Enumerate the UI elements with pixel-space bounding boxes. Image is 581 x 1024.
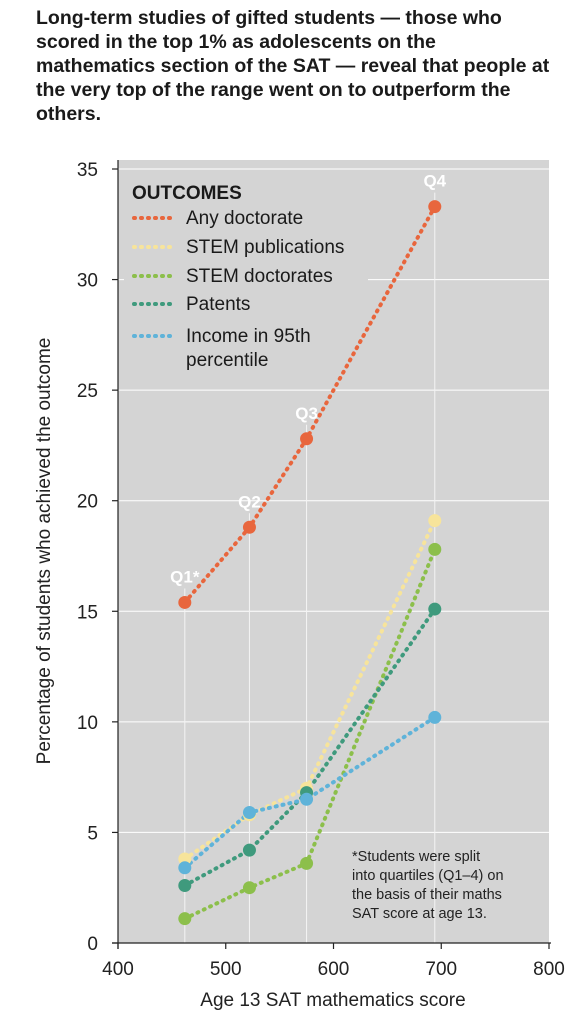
data-point-3-0 [178,879,192,893]
legend-label: STEM doctorates [186,266,333,287]
quartile-label: Q3 [295,404,318,423]
x-tick-label: 500 [210,959,242,980]
quartile-labels: Q1* Q2 Q3 Q4 [170,172,447,587]
legend-label: Income in 95th percentile [186,326,311,371]
legend-label: Patents [186,294,250,315]
data-point-1-3 [428,514,442,528]
series-line-3 [182,607,437,888]
x-tick-label: 400 [102,959,134,980]
legend: OUTCOMES Any doctorate STEM publications ST… [132,183,344,371]
series-lines [182,204,437,921]
y-tick-label: 5 [87,823,98,844]
x-tick-label: 600 [318,959,350,980]
data-point-3-3 [428,602,442,616]
legend-label: STEM publications [186,237,344,258]
y-tick-label: 0 [87,934,98,955]
quartile-label: Q4 [423,172,446,191]
y-tick-labels: 0 5 10 15 20 25 30 35 [77,160,98,955]
x-tick-label: 700 [425,959,457,980]
quartile-label: Q2 [238,492,261,511]
quartile-guide-lines [184,192,436,943]
axes [112,160,551,949]
series-points [178,200,442,926]
data-point-4-1 [242,806,256,820]
data-point-2-2 [300,856,314,870]
data-point-3-1 [242,843,256,857]
y-tick-label: 15 [77,602,98,623]
data-point-2-1 [242,881,256,895]
data-point-0-1 [242,520,256,534]
headline: Long-term studies of gifted students — t… [36,7,550,125]
legend-label: Any doctorate [186,208,303,229]
y-tick-label: 25 [77,381,98,402]
y-tick-label: 10 [77,713,98,734]
data-point-0-2 [300,432,314,446]
data-point-0-3 [428,200,442,214]
legend-title: OUTCOMES [132,183,242,204]
footnote: *Students were split into quartiles (Q1–4… [352,849,504,922]
data-point-4-2 [300,792,314,806]
legend-box [124,178,368,384]
series-line-4 [182,715,437,870]
x-tick-labels: 400 500 600 700 800 [102,959,565,980]
series-line-0 [182,204,437,605]
y-axis-title: Percentage of students who achieved the … [34,338,55,765]
legend-background [124,178,368,384]
quartile-label: Q1* [170,567,200,586]
data-point-0-0 [178,595,192,609]
y-tick-label: 30 [77,271,98,292]
series-line-2 [182,547,437,921]
footnote-text: *Students were split into quartiles (Q1–4… [352,849,504,922]
data-point-4-3 [428,710,442,724]
x-tick-label: 800 [533,959,565,980]
x-axis-title: Age 13 SAT mathematics score [200,990,465,1011]
data-point-2-0 [178,912,192,926]
y-tick-label: 20 [77,492,98,513]
data-point-2-3 [428,542,442,556]
data-point-4-0 [178,861,192,875]
series-line-1 [182,518,437,861]
y-tick-label: 35 [77,160,98,181]
